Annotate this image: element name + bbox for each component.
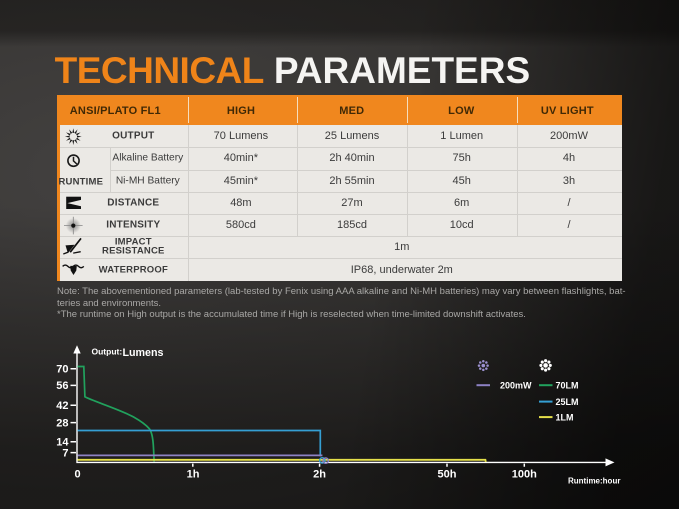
svg-text:50h: 50h <box>438 469 457 481</box>
svg-text:200mW: 200mW <box>500 380 532 390</box>
svg-text:1LM: 1LM <box>556 413 574 423</box>
svg-text:25LM: 25LM <box>556 397 579 407</box>
svg-text:56: 56 <box>56 380 68 392</box>
svg-text:2h: 2h <box>313 469 326 481</box>
svg-text:28: 28 <box>56 417 68 429</box>
svg-text:Runtime:hour: Runtime:hour <box>568 477 620 486</box>
svg-text:70LM: 70LM <box>556 381 579 391</box>
svg-text:Output:: Output: <box>92 347 123 357</box>
svg-text:100h: 100h <box>512 469 537 481</box>
svg-text:14: 14 <box>56 436 69 448</box>
svg-text:1h: 1h <box>187 469 200 481</box>
svg-text:0: 0 <box>74 469 80 481</box>
svg-text:7: 7 <box>62 447 68 459</box>
svg-text:Lumens: Lumens <box>123 347 164 359</box>
svg-text:42: 42 <box>56 400 68 412</box>
svg-text:70: 70 <box>56 363 68 375</box>
